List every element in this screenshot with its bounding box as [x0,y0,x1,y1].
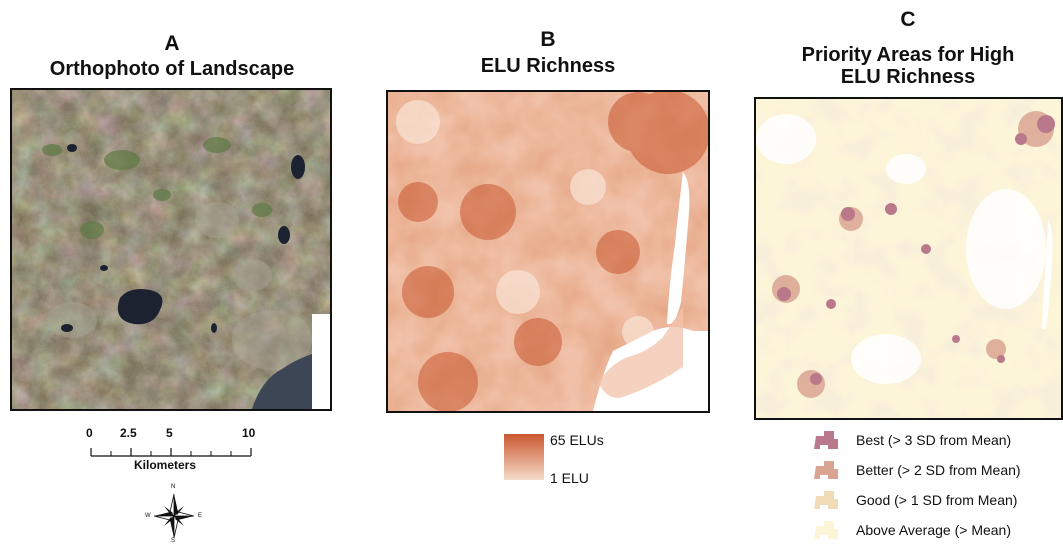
scale-bar: 0 2.5 5 10 Kilometers [86,426,266,476]
scale-tick-2-5: 2.5 [120,426,137,440]
legend-label-above-average: Above Average (> Mean) [856,522,1012,538]
legend-label-better: Better (> 2 SD from Mean) [856,462,1021,478]
legend-label-good: Good (> 1 SD from Mean) [856,492,1018,508]
panel-a-letter: A [164,32,180,55]
legend-item-best: Best (> 3 SD from Mean) [808,428,1063,452]
panel-b-title: ELU Richness [480,55,616,77]
west-label: W [145,513,151,519]
gradient-min-label: 1 ELU [550,470,589,486]
scale-bar-line [90,448,252,457]
orthophoto-map [10,88,332,411]
priority-areas-raster [756,99,1061,418]
scale-tick-10: 10 [242,426,256,440]
orthophoto-image [12,90,330,409]
legend-swatch-above-average [814,521,838,539]
legend-item-above-average: Above Average (> Mean) [808,518,1063,542]
north-arrow: N S E W [144,484,204,544]
scale-unit-label: Kilometers [134,458,197,472]
legend-swatch-best [814,431,838,449]
panel-c-letter: C [900,8,916,31]
legend-item-good: Good (> 1 SD from Mean) [808,488,1063,512]
legend-swatch-better [814,461,838,479]
north-label: N [171,484,176,490]
priority-legend: Best (> 3 SD from Mean) Better (> 2 SD f… [808,428,1063,545]
legend-swatch-good [814,491,838,509]
panel-b-letter: B [540,28,556,51]
priority-areas-map [754,97,1063,420]
elu-gradient-legend: 65 ELUs 1 ELU [504,432,644,486]
panel-a-title: Orthophoto of Landscape [49,58,295,80]
east-label: E [198,513,203,519]
legend-label-best: Best (> 3 SD from Mean) [856,432,1012,448]
scale-tick-0: 0 [86,426,93,440]
scale-tick-5: 5 [166,426,173,440]
elu-richness-map [386,90,710,413]
panel-c-title-line2: ELU Richness [840,66,976,88]
gradient-max-label: 65 ELUs [550,432,604,448]
legend-item-better: Better (> 2 SD from Mean) [808,458,1063,482]
elu-richness-raster [388,92,708,411]
south-label: S [171,538,176,544]
compass-rose-icon [153,493,195,539]
gradient-swatch [504,434,544,480]
panel-c-title-line1: Priority Areas for High [801,44,1015,66]
